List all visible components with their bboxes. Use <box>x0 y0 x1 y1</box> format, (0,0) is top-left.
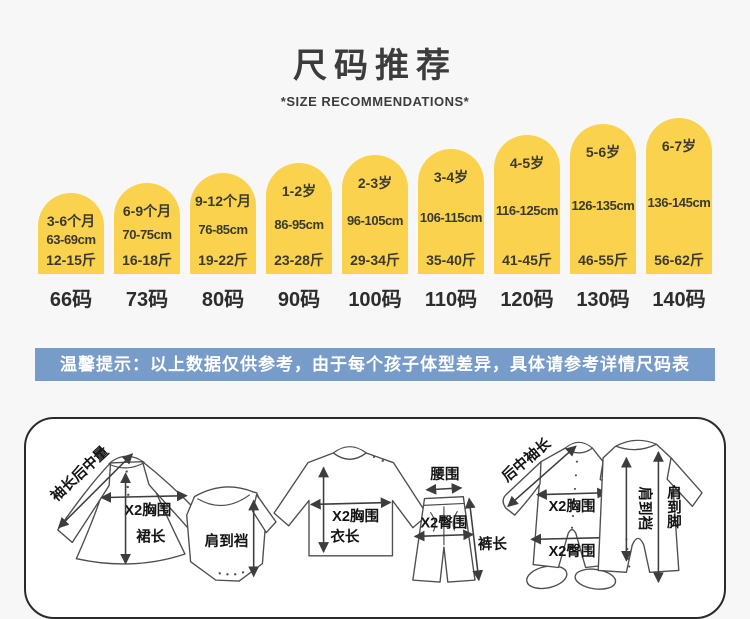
size-column-66: 3-6个月 63-69cm 12-15斤 66码 <box>38 193 104 312</box>
size-bar: 5-6岁 126-135cm 46-55斤 <box>570 124 636 274</box>
size-code: 66码 <box>49 289 93 311</box>
measurement-guide-diagrams: 袖长后中量 X2胸围 裙长 肩到裆 X2胸围 衣长 <box>47 434 703 590</box>
romper-diagram: 后中袖长 X2胸围 X2臀围 肩到裆 肩到脚 <box>498 434 703 590</box>
chest-arrow <box>100 490 188 503</box>
top-pants-diagram: X2胸围 衣长 腰围 X2臀围 裤长 <box>273 446 508 583</box>
size-bar: 2-3岁 96-105cm 29-34斤 <box>342 155 408 274</box>
size-bar: 3-6个月 63-69cm 12-15斤 <box>38 193 104 274</box>
size-column-80: 9-12个月 76-85cm 19-22斤 80码 <box>190 173 256 312</box>
height-range: 63-69cm <box>46 232 96 248</box>
page-subtitle: *SIZE RECOMMENDATIONS* <box>280 94 470 109</box>
size-bar: 6-7岁 136-145cm 56-62斤 <box>646 118 712 274</box>
hip-x2-label: X2臀围 <box>549 543 596 560</box>
size-code: 110码 <box>424 289 478 311</box>
age-range: 1-2岁 <box>281 183 317 199</box>
height-range: 106-115cm <box>419 210 483 226</box>
size-column-90: 1-2岁 86-95cm 23-28斤 90码 <box>266 163 332 312</box>
dress-bodysuit-diagram: 袖长后中量 X2胸围 裙长 肩到裆 <box>47 442 277 582</box>
size-column-120: 4-5岁 116-125cm 41-45斤 120码 <box>494 135 560 312</box>
weight-range: 12-15斤 <box>46 251 96 268</box>
weight-range: 35-40斤 <box>426 251 476 268</box>
height-range: 86-95cm <box>274 217 324 233</box>
size-bar: 1-2岁 86-95cm 23-28斤 <box>266 163 332 274</box>
size-code: 80码 <box>201 289 245 311</box>
shoulder-crotch-label: 肩到裆 <box>205 532 249 550</box>
skirt-length-label: 裙长 <box>136 527 166 545</box>
chest-arrow <box>536 487 609 500</box>
weight-range: 19-22斤 <box>198 251 248 268</box>
weight-range: 16-18斤 <box>122 251 172 268</box>
pants-length-label: 裤长 <box>478 535 508 553</box>
height-range: 70-75cm <box>122 227 172 243</box>
size-bar: 3-4岁 106-115cm 35-40斤 <box>418 149 484 274</box>
size-code: 120码 <box>500 289 554 311</box>
size-bar: 9-12个月 76-85cm 19-22斤 <box>190 173 256 274</box>
weight-range: 41-45斤 <box>502 251 552 268</box>
height-range: 116-125cm <box>495 203 559 219</box>
size-column-73: 6-9个月 70-75cm 16-18斤 73码 <box>114 183 180 312</box>
age-range: 6-9个月 <box>122 203 172 219</box>
weight-range: 56-62斤 <box>654 251 704 268</box>
chest-x2-label: X2胸围 <box>549 497 596 515</box>
size-bar: 4-5岁 116-125cm 41-45斤 <box>494 135 560 274</box>
shoulder-crotch-label: 肩到裆 <box>636 486 654 530</box>
chest-x2-label: X2胸围 <box>124 501 171 519</box>
chest-arrow <box>309 497 392 510</box>
size-code: 73码 <box>125 289 169 311</box>
height-range: 136-145cm <box>647 194 711 210</box>
size-column-130: 5-6岁 126-135cm 46-55斤 130码 <box>570 124 636 312</box>
notice-banner: 温馨提示：以上数据仅供参考，由于每个孩子体型差异，具体请参考详情尺码表 <box>35 348 715 381</box>
age-range: 4-5岁 <box>509 155 545 171</box>
size-column-110: 3-4岁 106-115cm 35-40斤 110码 <box>418 149 484 312</box>
pants-length-arrow <box>464 497 484 582</box>
size-code: 140码 <box>652 289 706 311</box>
waist-label: 腰围 <box>429 466 459 483</box>
waist-arrow <box>425 483 463 495</box>
garment-length-label: 衣长 <box>330 527 360 545</box>
back-sleeve-arrow <box>507 445 577 508</box>
height-range: 126-135cm <box>571 197 635 213</box>
age-range: 6-7岁 <box>661 138 697 154</box>
size-column-100: 2-3岁 96-105cm 29-34斤 100码 <box>342 155 408 312</box>
weight-range: 29-34斤 <box>350 251 400 268</box>
age-range: 2-3岁 <box>357 175 393 191</box>
sleeve-length-arrow <box>57 453 134 529</box>
age-range: 9-12个月 <box>194 193 252 209</box>
size-code: 100码 <box>348 289 402 311</box>
page-title: 尺码推荐 <box>293 47 457 85</box>
height-range: 76-85cm <box>198 222 248 238</box>
size-column-140: 6-7岁 136-145cm 56-62斤 140码 <box>646 118 712 312</box>
chest-x2-label: X2胸围 <box>332 507 379 525</box>
height-range: 96-105cm <box>346 213 404 229</box>
weight-range: 46-55斤 <box>578 251 628 268</box>
age-range: 3-4岁 <box>433 169 469 185</box>
age-range: 3-6个月 <box>46 213 96 229</box>
size-code: 90码 <box>277 289 321 311</box>
hip-arrow <box>413 529 475 542</box>
measurement-guide-box: 袖长后中量 X2胸围 裙长 肩到裆 X2胸围 衣长 <box>24 417 726 619</box>
size-columns: 3-6个月 63-69cm 12-15斤 66码 6-9个月 70-75cm 1… <box>0 118 750 312</box>
size-bar: 6-9个月 70-75cm 16-18斤 <box>114 183 180 274</box>
weight-range: 23-28斤 <box>274 251 324 268</box>
shoulder-foot-label: 肩到脚 <box>665 484 681 530</box>
size-code: 130码 <box>576 289 630 311</box>
hip-x2-label: X2臀围 <box>420 515 467 532</box>
age-range: 5-6岁 <box>585 144 621 160</box>
